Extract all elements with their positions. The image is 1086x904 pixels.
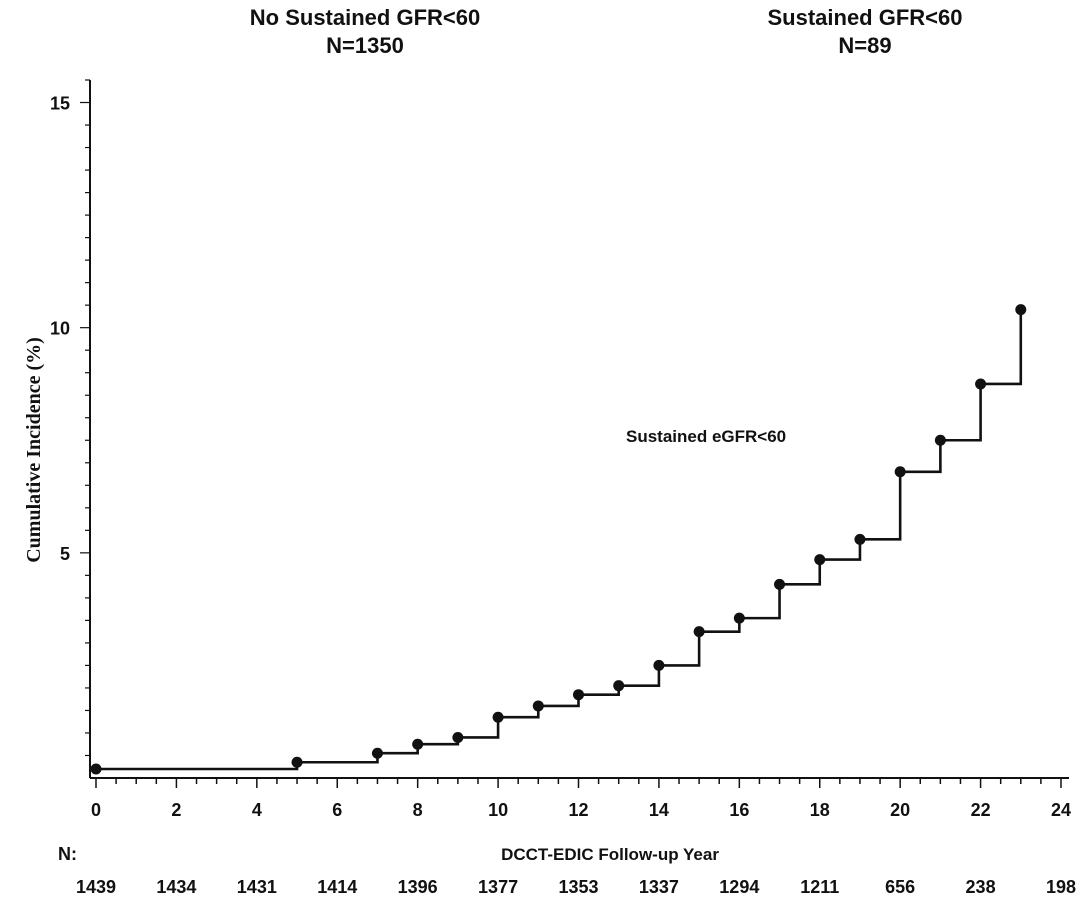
data-point: [90, 763, 102, 775]
data-point: [291, 756, 303, 768]
x-tick-label: 16: [729, 800, 749, 820]
data-point: [492, 711, 504, 723]
group-right-n: N=89: [838, 33, 892, 58]
data-point: [613, 680, 625, 692]
risk-count: 1439: [76, 877, 116, 897]
risk-count: 1431: [237, 877, 277, 897]
cumulative-incidence-step-line: [96, 309, 1023, 771]
group-right-title: Sustained GFR<60: [767, 5, 963, 30]
x-tick-label: 8: [413, 800, 423, 820]
data-point: [1015, 304, 1027, 316]
x-tick-label: 14: [649, 800, 669, 820]
data-point: [934, 434, 946, 446]
series-annotation: Sustained eGFR<60: [626, 427, 786, 446]
y-tick-label: 10: [50, 319, 70, 339]
x-tick-label: 22: [971, 800, 991, 820]
data-point: [975, 378, 987, 390]
risk-table: 1439 1434 1431 1414 1396 1377 1353 1337 1294 1211…: [76, 877, 1076, 897]
x-tick-label: 2: [171, 800, 181, 820]
x-tick-label: 20: [890, 800, 910, 820]
risk-count: 1353: [558, 877, 598, 897]
axes: [89, 80, 1069, 779]
data-point: [693, 626, 705, 638]
x-tick-label: 24: [1051, 800, 1071, 820]
group-left-n: N=1350: [326, 33, 404, 58]
risk-table-label: N:: [58, 844, 77, 864]
x-tick-label: 0: [91, 800, 101, 820]
x-tick-label: 10: [488, 800, 508, 820]
x-tick-label: 18: [810, 800, 830, 820]
risk-count: 1337: [639, 877, 679, 897]
y-tick-label: 15: [50, 94, 70, 114]
y-tick-label: 5: [60, 544, 70, 564]
data-point: [653, 659, 665, 671]
x-axis-label: DCCT-EDIC Follow-up Year: [501, 845, 719, 864]
risk-count: 1294: [719, 877, 759, 897]
x-tick-label: 4: [252, 800, 262, 820]
group-title-no-sustained: No Sustained GFR<60 N=1350: [205, 4, 525, 60]
risk-count: 1434: [156, 877, 196, 897]
series-layer: [90, 304, 1027, 775]
data-point: [532, 700, 544, 712]
risk-count: 1377: [478, 877, 518, 897]
risk-count: 238: [966, 877, 996, 897]
risk-count: 1414: [317, 877, 357, 897]
x-tick-label: 6: [332, 800, 342, 820]
data-point: [371, 747, 383, 759]
data-point: [774, 578, 786, 590]
data-point: [452, 731, 464, 743]
data-point: [894, 466, 906, 478]
group-left-title: No Sustained GFR<60: [249, 5, 481, 30]
y-axis-label: Cumulative Incidence (%): [23, 337, 45, 563]
risk-count: 1211: [800, 877, 839, 897]
data-point: [854, 533, 866, 545]
risk-count: 1396: [398, 877, 438, 897]
data-point: [412, 738, 424, 750]
data-point: [733, 612, 745, 624]
risk-count: 656: [885, 877, 915, 897]
data-point: [573, 689, 584, 701]
data-point: [814, 554, 826, 566]
risk-count: 198: [1046, 877, 1076, 897]
x-tick-label: 12: [568, 800, 588, 820]
group-title-sustained: Sustained GFR<60 N=89: [705, 4, 1025, 60]
